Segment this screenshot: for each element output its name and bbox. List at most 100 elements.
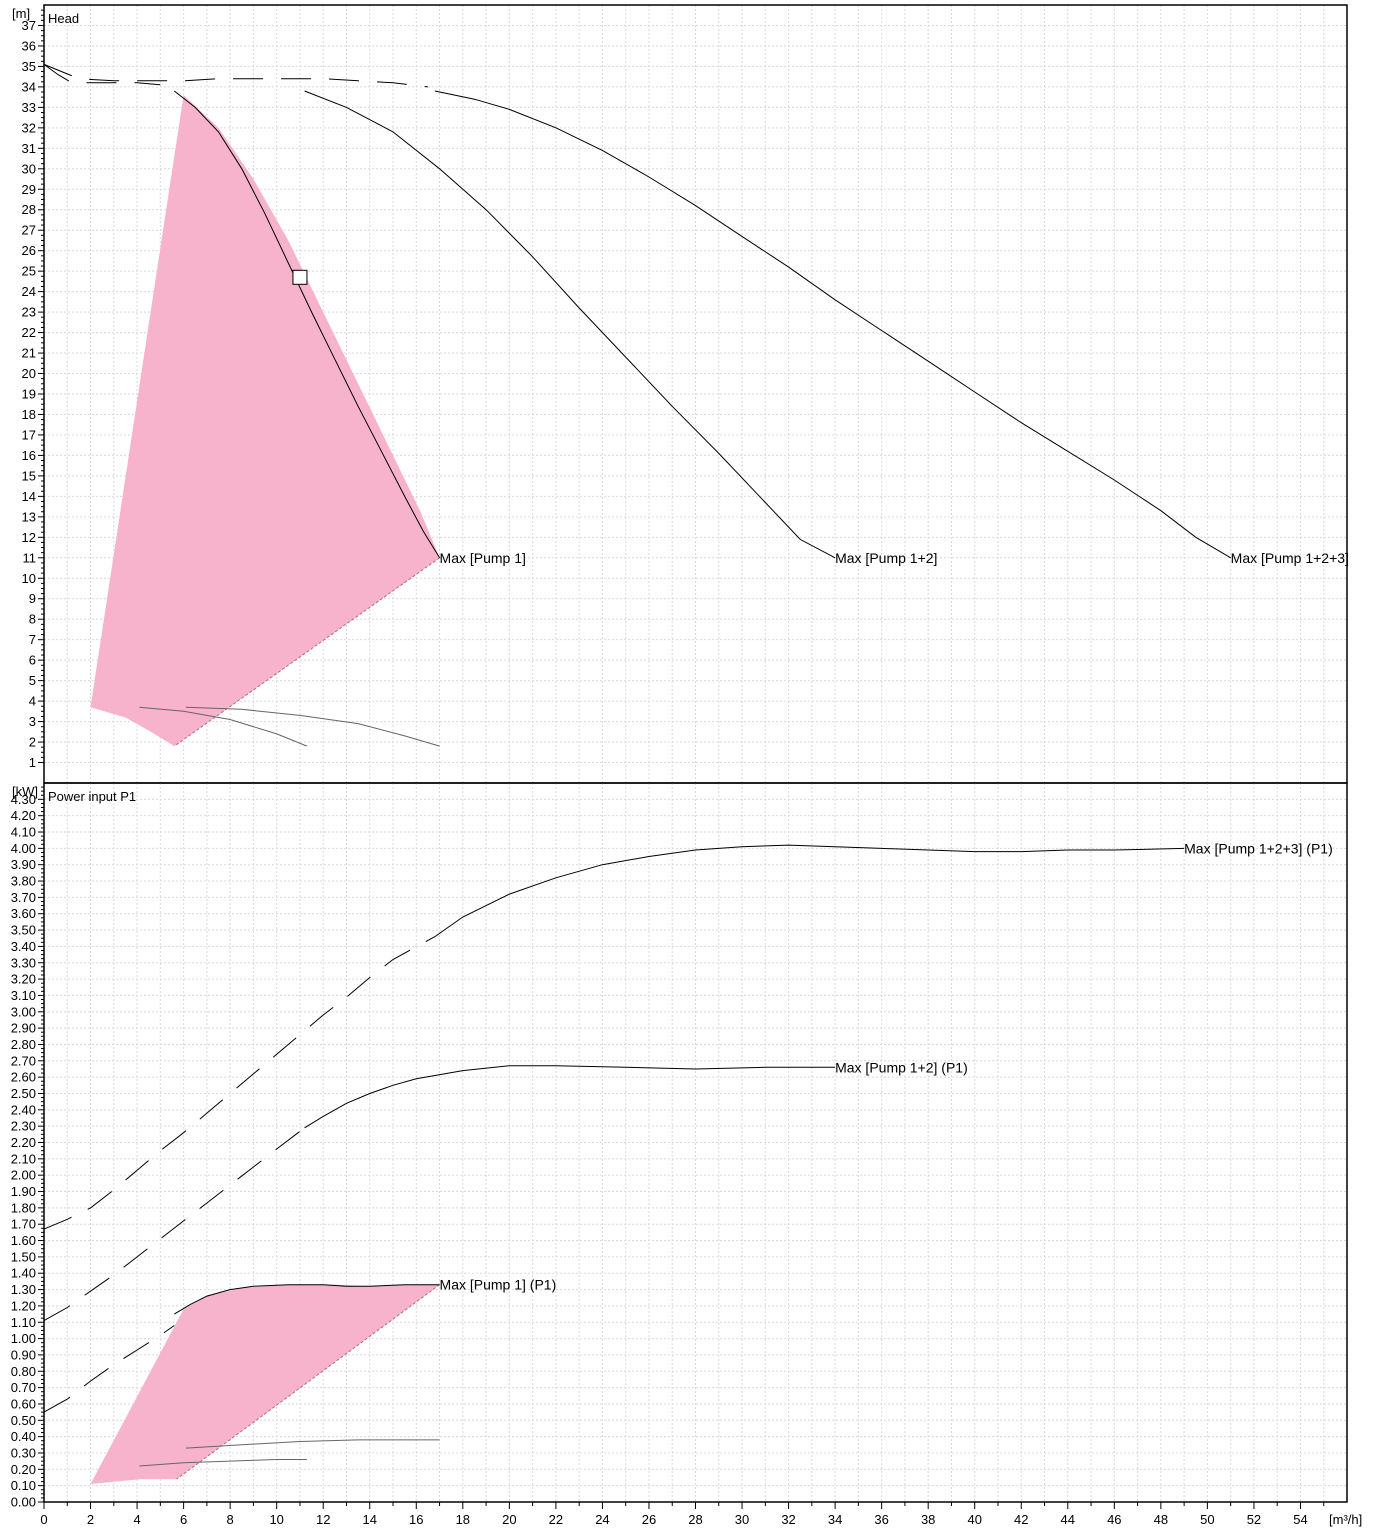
y-tick-label: 18: [22, 407, 36, 422]
y-tick-label: 8: [29, 612, 36, 627]
y-tick-label: 2.90: [11, 1021, 36, 1036]
max-curve: [304, 1065, 836, 1129]
y-tick-label: 2.60: [11, 1070, 36, 1085]
y-tick-label: 4: [29, 694, 36, 709]
x-tick-label: 20: [502, 1512, 516, 1527]
y-tick-label: 29: [22, 182, 36, 197]
dashed-curve: [43, 936, 436, 1230]
operating-area-edge: [176, 1284, 440, 1480]
dashed-curve: [43, 63, 428, 88]
y-tick-label: 3.10: [11, 988, 36, 1003]
min-curve: [139, 706, 308, 747]
x-tick-label: 24: [595, 1512, 609, 1527]
y-tick-label: 3.70: [11, 890, 36, 905]
max-curve: [304, 90, 836, 559]
x-tick-label: 12: [316, 1512, 330, 1527]
y-tick-label: 4.10: [11, 825, 36, 840]
y-tick-label: 1.20: [11, 1298, 36, 1313]
x-axis-unit: [m³/h]: [1329, 1512, 1362, 1527]
max-curve: [434, 844, 1185, 938]
y-axis-unit: [m]: [12, 6, 30, 21]
y-tick-label: 2.50: [11, 1086, 36, 1101]
y-tick-label: 3.00: [11, 1004, 36, 1019]
y-tick-label: 31: [22, 141, 36, 156]
y-tick-label: 24: [22, 284, 36, 299]
curve-label: Max [Pump 1] (P1): [440, 1277, 557, 1293]
curve-label: Max [Pump 1+2+3] (P1): [1184, 840, 1333, 856]
x-tick-label: 28: [688, 1512, 702, 1527]
y-tick-label: 0.40: [11, 1429, 36, 1444]
y-tick-label: 28: [22, 202, 36, 217]
x-tick-label: 26: [642, 1512, 656, 1527]
y-tick-label: 1.00: [11, 1331, 36, 1346]
y-tick-label: 1.50: [11, 1249, 36, 1264]
y-tick-label: 0.00: [11, 1495, 36, 1510]
y-tick-label: 1: [29, 755, 36, 770]
max-curve: [173, 90, 441, 559]
y-tick-label: 12: [22, 530, 36, 545]
y-tick-label: 3.20: [11, 972, 36, 987]
y-tick-label: 3.30: [11, 955, 36, 970]
min-curve: [185, 706, 440, 747]
x-tick-label: 14: [363, 1512, 377, 1527]
y-tick-label: 15: [22, 468, 36, 483]
y-tick-label: 2.10: [11, 1151, 36, 1166]
y-tick-label: 3: [29, 714, 36, 729]
x-tick-label: 4: [133, 1512, 140, 1527]
y-tick-label: 0.80: [11, 1364, 36, 1379]
x-tick-label: 50: [1200, 1512, 1214, 1527]
y-tick-label: 14: [22, 489, 36, 504]
dashed-curve: [43, 1127, 305, 1322]
y-tick-label: 4.30: [11, 792, 36, 807]
y-tick-label: 1.80: [11, 1200, 36, 1215]
curve-label: Max [Pump 1+2+3]: [1231, 550, 1349, 566]
x-tick-label: 8: [227, 1512, 234, 1527]
y-tick-label: 26: [22, 243, 36, 258]
y-tick-label: 37: [22, 18, 36, 33]
x-tick-label: 38: [921, 1512, 935, 1527]
dashed-curve: [43, 63, 161, 86]
curve-label: Max [Pump 1+2] (P1): [835, 1059, 968, 1075]
y-tick-label: 16: [22, 448, 36, 463]
y-tick-label: 3.50: [11, 923, 36, 938]
y-tick-label: 19: [22, 387, 36, 402]
max-curve: [434, 90, 1231, 559]
y-tick-label: 2.00: [11, 1168, 36, 1183]
y-tick-label: 2.70: [11, 1053, 36, 1068]
x-tick-label: 32: [781, 1512, 795, 1527]
y-tick-label: 2.40: [11, 1102, 36, 1117]
x-tick-label: 54: [1293, 1512, 1307, 1527]
y-tick-label: 4.00: [11, 841, 36, 856]
y-tick-label: 2.30: [11, 1119, 36, 1134]
y-tick-label: 35: [22, 59, 36, 74]
panel-title: Head: [48, 11, 79, 26]
y-tick-label: 32: [22, 120, 36, 135]
y-tick-label: 5: [29, 673, 36, 688]
y-tick-label: 20: [22, 366, 36, 381]
min-curve: [185, 1439, 440, 1449]
power-panel: Max [Pump 1] (P1) Max [Pump 1+2] (P1) Max …: [11, 782, 1362, 1527]
max-curve: [174, 1284, 440, 1315]
y-tick-label: 1.40: [11, 1266, 36, 1281]
y-tick-label: 0.90: [11, 1347, 36, 1362]
operating-point-marker[interactable]: [292, 269, 308, 285]
x-tick-label: 44: [1061, 1512, 1075, 1527]
operating-area-edge: [174, 557, 440, 747]
y-tick-label: 30: [22, 161, 36, 176]
x-tick-label: 2: [87, 1512, 94, 1527]
x-tick-label: 48: [1154, 1512, 1168, 1527]
curve-label: Max [Pump 1+2]: [835, 550, 937, 566]
y-tick-label: 3.80: [11, 874, 36, 889]
y-tick-label: 1.90: [11, 1184, 36, 1199]
y-tick-label: 1.60: [11, 1233, 36, 1248]
y-tick-label: 34: [22, 79, 36, 94]
x-tick-label: 36: [874, 1512, 888, 1527]
x-tick-label: 40: [967, 1512, 981, 1527]
x-tick-label: 22: [549, 1512, 563, 1527]
curves: Max [Pump 1] Max [Pump 1+2] Max [Pump 1+2+…: [43, 63, 1349, 747]
x-tick-label: 42: [1014, 1512, 1028, 1527]
y-tick-label: 22: [22, 325, 36, 340]
y-tick-label: 27: [22, 223, 36, 238]
y-tick-label: 1.30: [11, 1282, 36, 1297]
